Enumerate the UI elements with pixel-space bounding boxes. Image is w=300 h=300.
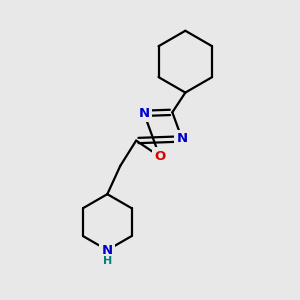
Text: N: N [176, 133, 188, 146]
Text: N: N [138, 107, 149, 120]
Text: O: O [154, 150, 165, 163]
Text: H: H [103, 256, 112, 266]
Text: N: N [102, 244, 113, 256]
